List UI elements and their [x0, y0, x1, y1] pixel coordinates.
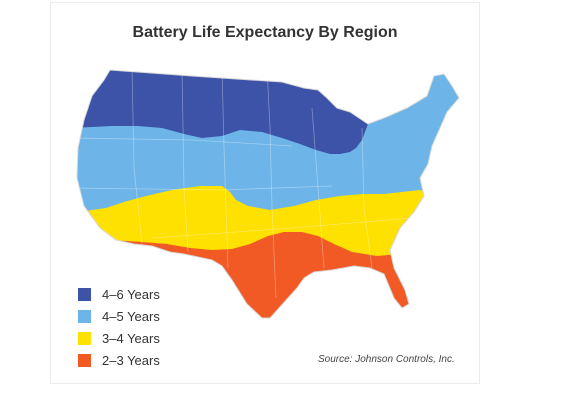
legend-label: 4–6 Years	[102, 286, 160, 302]
legend-swatch	[78, 287, 91, 301]
legend-item-3-4-years: 3–4 Years	[78, 327, 160, 349]
map-title: Battery Life Expectancy By Region	[132, 24, 398, 41]
us-region-map	[76, 69, 460, 319]
legend: 4–6 Years 4–5 Years 3–4 Years 2–3 Years	[78, 283, 160, 371]
legend-item-2-3-years: 2–3 Years	[78, 349, 160, 371]
legend-swatch	[78, 353, 91, 367]
legend-item-4-5-years: 4–5 Years	[78, 305, 160, 327]
legend-label: 2–3 Years	[102, 352, 160, 368]
legend-swatch	[78, 309, 91, 323]
source-credit: Source: Johnson Controls, Inc.	[318, 354, 455, 365]
legend-label: 4–5 Years	[102, 308, 160, 324]
legend-swatch	[78, 331, 91, 345]
legend-item-4-6-years: 4–6 Years	[78, 283, 160, 305]
region-4-6-years	[77, 70, 372, 154]
legend-label: 3–4 Years	[102, 330, 160, 346]
